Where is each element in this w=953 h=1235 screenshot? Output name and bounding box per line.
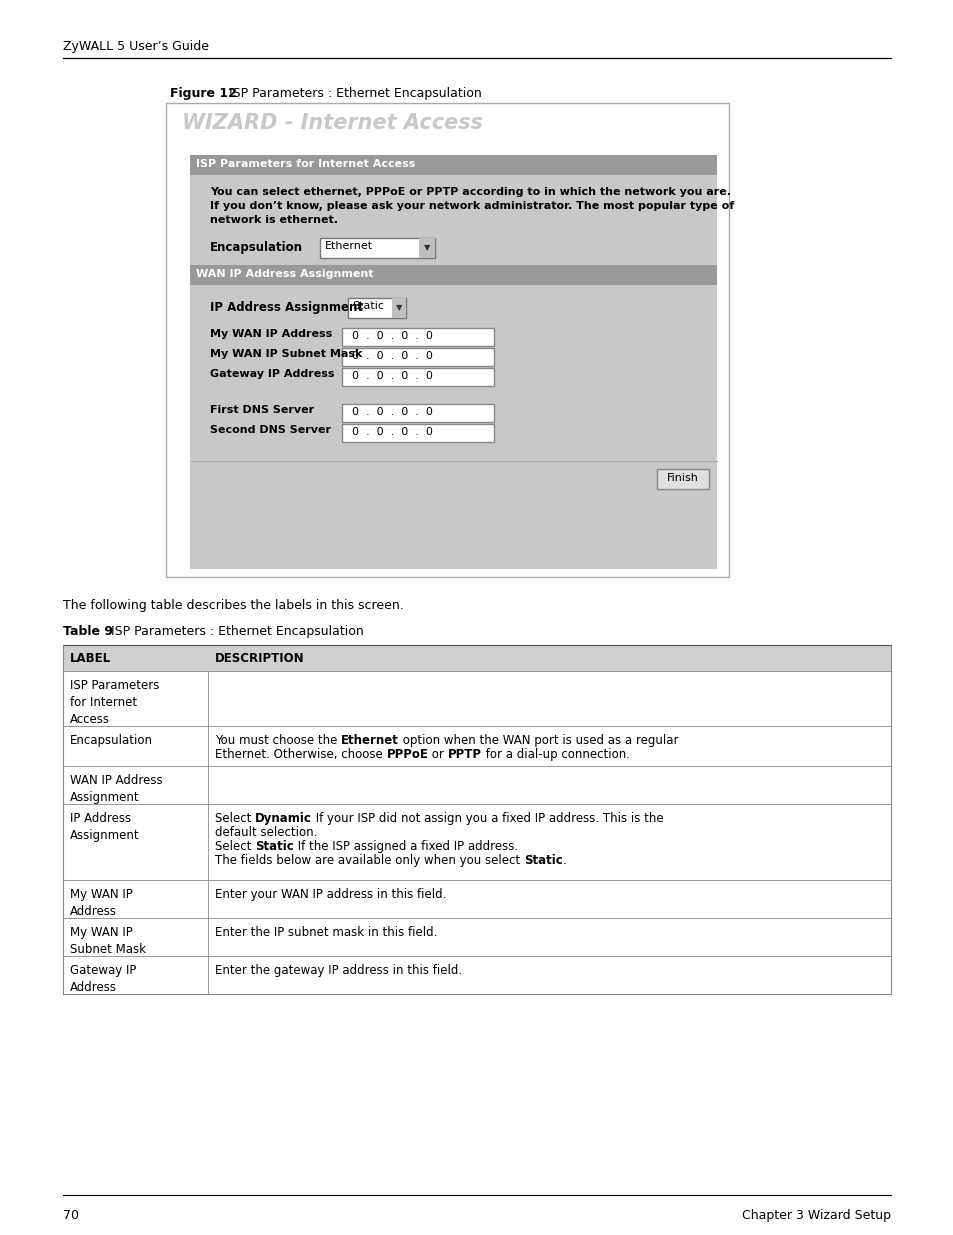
Bar [392,298,406,317]
Text: ZyWALL 5 User’s Guide: ZyWALL 5 User’s Guide [63,40,209,53]
Text: WAN IP Address Assignment: WAN IP Address Assignment [195,269,374,279]
Text: Ethernet. Otherwise, choose: Ethernet. Otherwise, choose [214,748,386,761]
Text: The fields below are available only when you select: The fields below are available only when… [214,853,523,867]
Text: 70: 70 [63,1209,79,1221]
Text: for a dial-up connection.: for a dial-up connection. [481,748,629,761]
Bar [190,156,717,569]
Text: PPPoE: PPPoE [386,748,428,761]
Text: WIZARD - Internet Access: WIZARD - Internet Access [182,112,482,133]
Bar [341,348,494,366]
Text: Figure 12: Figure 12 [170,86,236,100]
Text: Static: Static [254,840,294,853]
Text: Select: Select [214,811,254,825]
Text: network is ethernet.: network is ethernet. [210,215,337,225]
Text: option when the WAN port is used as a regular: option when the WAN port is used as a re… [398,734,678,747]
Text: 0  .  0  .  0  .  0: 0 . 0 . 0 . 0 [352,408,433,417]
Bar [63,956,890,994]
Text: WAN IP Address
Assignment: WAN IP Address Assignment [70,774,162,804]
Text: ISP Parameters : Ethernet Encapsulation: ISP Parameters : Ethernet Encapsulation [225,86,481,100]
Bar [348,298,406,317]
Bar [341,329,494,346]
Text: Select: Select [214,840,254,853]
Bar [63,766,890,804]
Text: LABEL: LABEL [70,652,111,664]
Bar [319,238,435,258]
Text: If your ISP did not assign you a fixed IP address. This is the: If your ISP did not assign you a fixed I… [312,811,663,825]
Text: Table 9: Table 9 [63,625,112,638]
Text: Gateway IP Address: Gateway IP Address [210,369,335,379]
Text: My WAN IP Address: My WAN IP Address [210,329,332,338]
Text: Enter your WAN IP address in this field.: Enter your WAN IP address in this field. [214,888,446,902]
Text: PPTP: PPTP [448,748,481,761]
Text: ▼: ▼ [423,243,430,252]
Bar [166,103,728,577]
Bar [63,645,890,671]
Text: 0  .  0  .  0  .  0: 0 . 0 . 0 . 0 [352,351,433,361]
Text: Enter the gateway IP address in this field.: Enter the gateway IP address in this fie… [214,965,461,977]
Bar [341,424,494,442]
Text: Gateway IP
Address: Gateway IP Address [70,965,136,994]
Text: Dynamic: Dynamic [254,811,312,825]
Text: If you don’t know, please ask your network administrator. The most popular type : If you don’t know, please ask your netwo… [210,201,734,211]
Text: ISP Parameters
for Internet
Access: ISP Parameters for Internet Access [70,679,159,726]
Text: Static: Static [352,301,384,311]
Bar [341,368,494,387]
Text: IP Address Assignment: IP Address Assignment [210,301,363,314]
Text: If the ISP assigned a fixed IP address.: If the ISP assigned a fixed IP address. [294,840,517,853]
Bar [418,238,435,258]
Text: Enter the IP subnet mask in this field.: Enter the IP subnet mask in this field. [214,926,436,939]
Text: 0  .  0  .  0  .  0: 0 . 0 . 0 . 0 [352,370,433,382]
Text: default selection.: default selection. [214,826,317,839]
Text: ISP Parameters for Internet Access: ISP Parameters for Internet Access [195,159,415,169]
Text: You must choose the: You must choose the [214,734,341,747]
Text: Ethernet: Ethernet [325,241,373,251]
Text: ▼: ▼ [395,303,402,312]
Bar [63,881,890,918]
Bar [657,469,708,489]
Text: 0  .  0  .  0  .  0: 0 . 0 . 0 . 0 [352,427,433,437]
Bar [63,804,890,881]
Bar [63,918,890,956]
Text: The following table describes the labels in this screen.: The following table describes the labels… [63,599,403,613]
Text: You can select ethernet, PPPoE or PPTP according to in which the network you are: You can select ethernet, PPPoE or PPTP a… [210,186,730,198]
Text: First DNS Server: First DNS Server [210,405,314,415]
Text: Encapsulation: Encapsulation [210,241,303,254]
Bar [190,266,717,285]
Text: Chapter 3 Wizard Setup: Chapter 3 Wizard Setup [741,1209,890,1221]
Text: Finish: Finish [666,473,699,483]
Bar [341,404,494,422]
Text: .: . [562,853,566,867]
Text: IP Address
Assignment: IP Address Assignment [70,811,139,842]
Text: Encapsulation: Encapsulation [70,734,152,747]
Text: Second DNS Server: Second DNS Server [210,425,331,435]
Bar [63,671,890,726]
Text: My WAN IP Subnet Mask: My WAN IP Subnet Mask [210,350,362,359]
Bar [63,726,890,766]
Text: Static: Static [523,853,562,867]
Text: ISP Parameters : Ethernet Encapsulation: ISP Parameters : Ethernet Encapsulation [103,625,363,638]
Text: DESCRIPTION: DESCRIPTION [214,652,304,664]
Text: My WAN IP
Subnet Mask: My WAN IP Subnet Mask [70,926,146,956]
Text: 0  .  0  .  0  .  0: 0 . 0 . 0 . 0 [352,331,433,341]
Text: My WAN IP
Address: My WAN IP Address [70,888,132,918]
Bar [190,156,717,175]
Text: or: or [428,748,448,761]
Text: Ethernet: Ethernet [341,734,398,747]
